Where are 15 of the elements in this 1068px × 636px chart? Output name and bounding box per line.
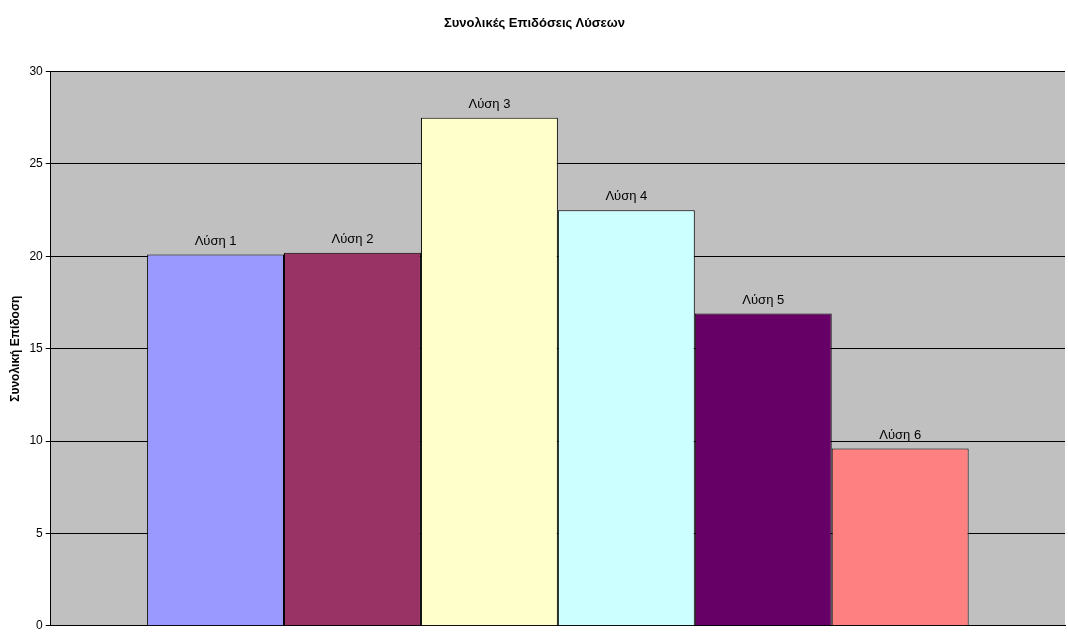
chart-title: Συνολικές Επιδόσεις Λύσεων	[443, 15, 626, 31]
y-tick-label: 15	[29, 341, 44, 356]
y-axis-title: Συνολική Επίδοση	[7, 295, 22, 402]
y-tick-label: 25	[29, 156, 44, 171]
y-tick-label: 20	[29, 248, 44, 263]
series-label: Λύση 6	[879, 426, 922, 442]
series-label: Λύση 3	[468, 95, 511, 111]
series-label: Λύση 4	[605, 188, 648, 204]
y-tick-label: 0	[36, 618, 44, 633]
series-label: Λύση 5	[742, 291, 785, 307]
series-label: Λύση 2	[331, 230, 374, 246]
series-label: Λύση 1	[194, 232, 237, 248]
y-tick-label: 10	[29, 433, 44, 448]
y-tick-label: 5	[36, 525, 44, 540]
y-tick-label: 30	[29, 63, 44, 78]
